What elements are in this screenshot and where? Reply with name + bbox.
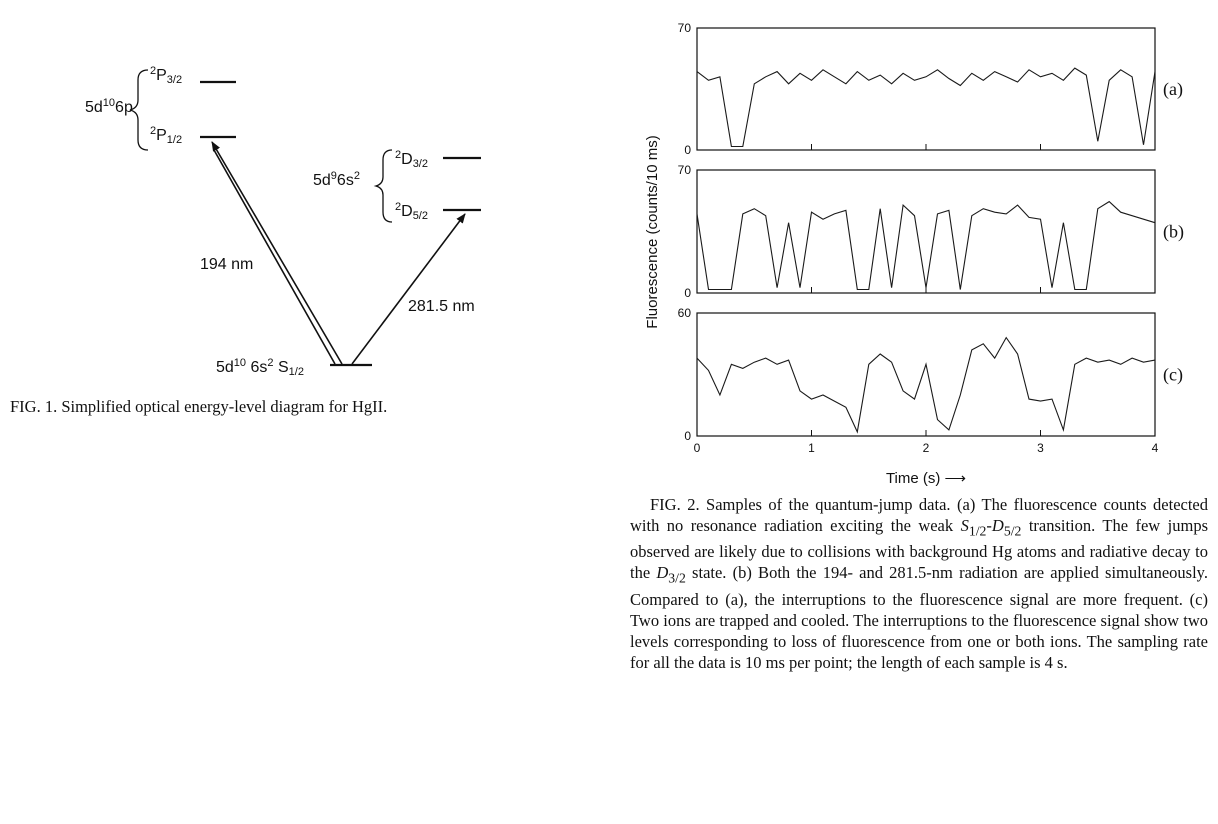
label-part: P <box>156 67 167 84</box>
caption-part: 5/2 <box>1003 523 1022 539</box>
panel-frame <box>696 169 1156 294</box>
data-line <box>696 67 1156 148</box>
y-tick-label: 70 <box>678 163 692 177</box>
x-tick-label: 0 <box>694 441 701 455</box>
caption-part: 3/2 <box>668 570 686 586</box>
caption-part: state. (b) Both the 194- and 281.5-nm ra… <box>630 563 1208 672</box>
caption-part: FIG. 1. Simplified optical energy-level … <box>10 397 373 416</box>
caption-part: D <box>991 516 1004 535</box>
label-part: 5d <box>313 172 331 189</box>
level-label: 5d96s2 <box>313 170 360 189</box>
x-tick-label: 3 <box>1037 441 1044 455</box>
label-part: S <box>274 359 289 376</box>
caption-part: D <box>656 563 669 583</box>
y-tick-label: 0 <box>684 143 691 157</box>
panel-frame <box>696 27 1156 151</box>
label-part: 3/2 <box>413 158 428 170</box>
label-part: 5d <box>216 359 234 376</box>
y-tick-label: 60 <box>678 306 692 320</box>
braces <box>129 69 393 223</box>
x-axis-label: Time (s) ⟶ <box>886 470 966 487</box>
x-tick-label: 4 <box>1152 441 1159 455</box>
level-label: 2D5/2 <box>395 201 428 222</box>
arrow <box>351 213 466 365</box>
label-part: 2 <box>354 170 360 182</box>
label-part: D <box>401 203 413 220</box>
level-label: 2P1/2 <box>150 125 182 146</box>
label-part: 2 <box>150 65 156 77</box>
label-part: 2 <box>150 125 156 137</box>
level-lines <box>200 80 481 367</box>
level-label: 5d106p <box>85 97 133 116</box>
level-label: 5d10 6s2 S1/2 <box>216 357 304 378</box>
transition-label: 194 nm <box>200 256 253 273</box>
arrow <box>211 141 343 365</box>
label-part: D <box>401 151 413 168</box>
panel-label: (b) <box>1163 222 1184 243</box>
label-part: 10 <box>234 357 246 369</box>
label-part: 1/2 <box>167 134 182 146</box>
caption-part: . <box>383 397 388 416</box>
caption-part: FIG. 2. Samples of the quantum-jump data… <box>630 495 1208 535</box>
figure2-caption: FIG. 2. Samples of the quantum-jump data… <box>630 494 1208 673</box>
brace <box>373 149 393 223</box>
y-tick-label: 0 <box>684 286 691 300</box>
level-label: 2D3/2 <box>395 149 428 170</box>
label-part: 3/2 <box>167 74 182 86</box>
data-line <box>696 200 1156 291</box>
panel-frame <box>696 312 1156 437</box>
caption-part: 1/2 <box>968 523 987 539</box>
x-tick-label: 2 <box>923 441 930 455</box>
label-part: P <box>156 127 167 144</box>
label-part: 5/2 <box>413 210 428 222</box>
figure1-caption: FIG. 1. Simplified optical energy-level … <box>10 397 490 417</box>
y-axis-label: Fluorescence (counts/10 ms) <box>644 135 661 328</box>
panel-label: (a) <box>1163 79 1183 100</box>
caption-part: transition. The few jumps observed are l… <box>630 516 1208 583</box>
caption-part: II <box>372 397 384 416</box>
transition-arrows <box>211 141 466 365</box>
arrow <box>213 149 336 365</box>
transition-label: 281.5 nm <box>408 298 475 315</box>
label-part: 6s <box>246 359 267 376</box>
label-part: 2 <box>395 201 401 213</box>
data-line <box>696 336 1156 434</box>
label-part: 6p <box>115 99 133 116</box>
y-tick-label: 70 <box>678 21 692 35</box>
label-part: 1/2 <box>289 366 304 378</box>
brace <box>129 69 149 151</box>
level-label: 2P3/2 <box>150 65 182 86</box>
label-part: 2 <box>395 149 401 161</box>
panel-label: (c) <box>1163 365 1183 386</box>
label-part: 10 <box>103 97 115 109</box>
caption-part: S <box>960 516 969 535</box>
label-part: 5d <box>85 99 103 116</box>
label-part: 2 <box>267 357 273 369</box>
label-part: 6s <box>337 172 354 189</box>
caption-part: - <box>986 516 992 535</box>
y-tick-label: 0 <box>684 429 691 443</box>
label-part: 9 <box>331 170 337 182</box>
x-tick-label: 1 <box>808 441 815 455</box>
